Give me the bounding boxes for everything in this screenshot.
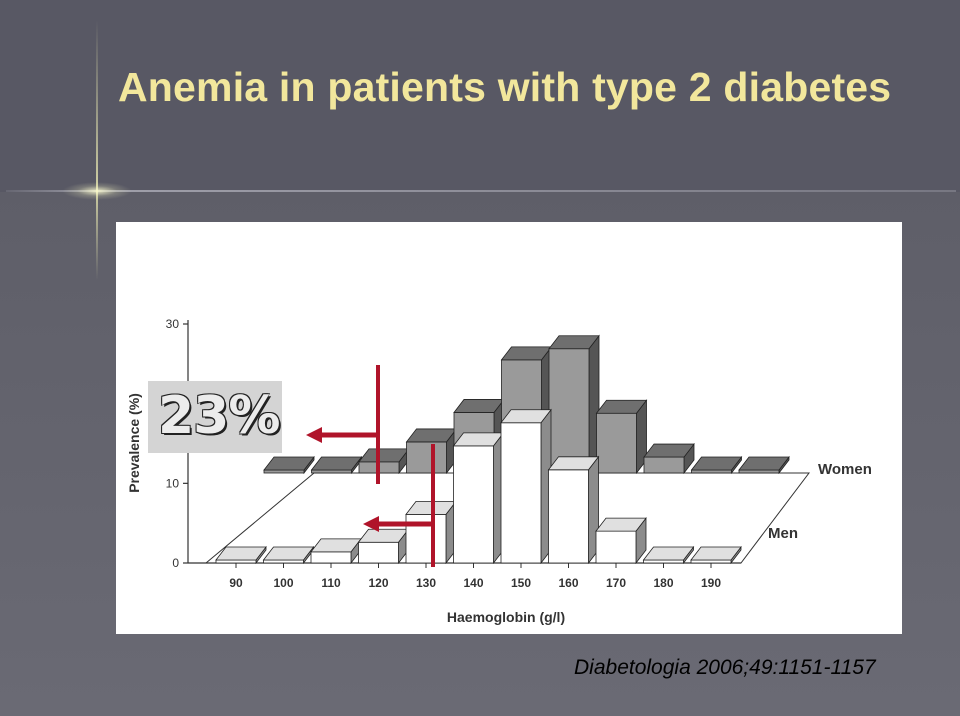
decorative-line-vertical bbox=[96, 20, 98, 280]
women-bar bbox=[548, 348, 590, 474]
men-bar-top bbox=[500, 409, 552, 424]
y-tick-label: 30 bbox=[166, 317, 180, 331]
x-tick-label: 110 bbox=[321, 576, 341, 590]
men-bar bbox=[358, 541, 399, 564]
men-bar bbox=[263, 559, 304, 564]
decorative-line bbox=[6, 190, 956, 192]
x-axis-label: Haemoglobin (g/l) bbox=[447, 609, 565, 625]
women-bar-top bbox=[643, 443, 695, 458]
callout-percentage: 23% bbox=[158, 386, 280, 446]
men-bar bbox=[453, 445, 494, 564]
women-bar-top bbox=[690, 456, 743, 471]
women-bar-top bbox=[263, 456, 315, 471]
x-tick-label: 180 bbox=[653, 576, 673, 590]
x-tick-label: 190 bbox=[701, 576, 721, 590]
women-bar-top bbox=[310, 456, 363, 471]
women-bar bbox=[406, 441, 447, 474]
chart-panel: 0 10 30 Prevalence (%) 90 100 110 120 130 140 150 1… bbox=[116, 222, 902, 634]
women-bar bbox=[596, 412, 637, 474]
men-bar bbox=[310, 551, 352, 564]
series-label-men: Men bbox=[768, 525, 798, 542]
women-bar bbox=[263, 469, 305, 474]
men-bar-top bbox=[595, 517, 647, 532]
men-bar bbox=[548, 469, 589, 564]
y-tick-label: 0 bbox=[172, 556, 179, 570]
men-arrow-head bbox=[363, 516, 379, 532]
callout-box bbox=[148, 381, 282, 453]
x-tick-label: 150 bbox=[511, 576, 531, 590]
x-tick-label: 160 bbox=[558, 576, 578, 590]
men-bar-top bbox=[547, 456, 600, 471]
women-bar bbox=[643, 456, 685, 474]
men-bar bbox=[500, 422, 542, 564]
men-bar-top bbox=[690, 546, 742, 561]
men-bar-top bbox=[215, 546, 267, 561]
series-label-women: Women bbox=[818, 461, 872, 478]
y-tick-label: 10 bbox=[166, 476, 180, 490]
men-bar-top bbox=[642, 546, 695, 561]
title-band bbox=[0, 0, 960, 192]
y-axis-label: Prevalence (%) bbox=[126, 393, 142, 493]
x-tick-label: 120 bbox=[368, 576, 388, 590]
women-bar-top bbox=[595, 399, 648, 414]
women-bar-top bbox=[738, 456, 790, 471]
x-tick-label: 130 bbox=[416, 576, 436, 590]
x-tick-label: 90 bbox=[229, 576, 243, 590]
women-bar bbox=[311, 469, 352, 474]
decorative-flare bbox=[62, 182, 132, 200]
citation: Diabetologia 2006;49:1151-1157 bbox=[574, 656, 876, 679]
women-bar bbox=[691, 469, 732, 474]
men-bar bbox=[215, 559, 257, 564]
x-tick-label: 100 bbox=[273, 576, 293, 590]
page-title: Anemia in patients with type 2 diabetes bbox=[118, 64, 892, 110]
x-tick-label: 170 bbox=[606, 576, 626, 590]
men-bar bbox=[595, 530, 637, 564]
women-bar bbox=[738, 469, 780, 474]
men-bar bbox=[690, 559, 732, 564]
women-bar-top bbox=[548, 335, 600, 350]
prevalence-chart: 0 10 30 Prevalence (%) 90 100 110 120 130 140 150 1… bbox=[126, 317, 872, 625]
x-tick-label: 140 bbox=[463, 576, 483, 590]
women-arrow-head bbox=[306, 427, 322, 443]
men-bar-top bbox=[262, 546, 315, 561]
men-bar bbox=[643, 559, 684, 564]
